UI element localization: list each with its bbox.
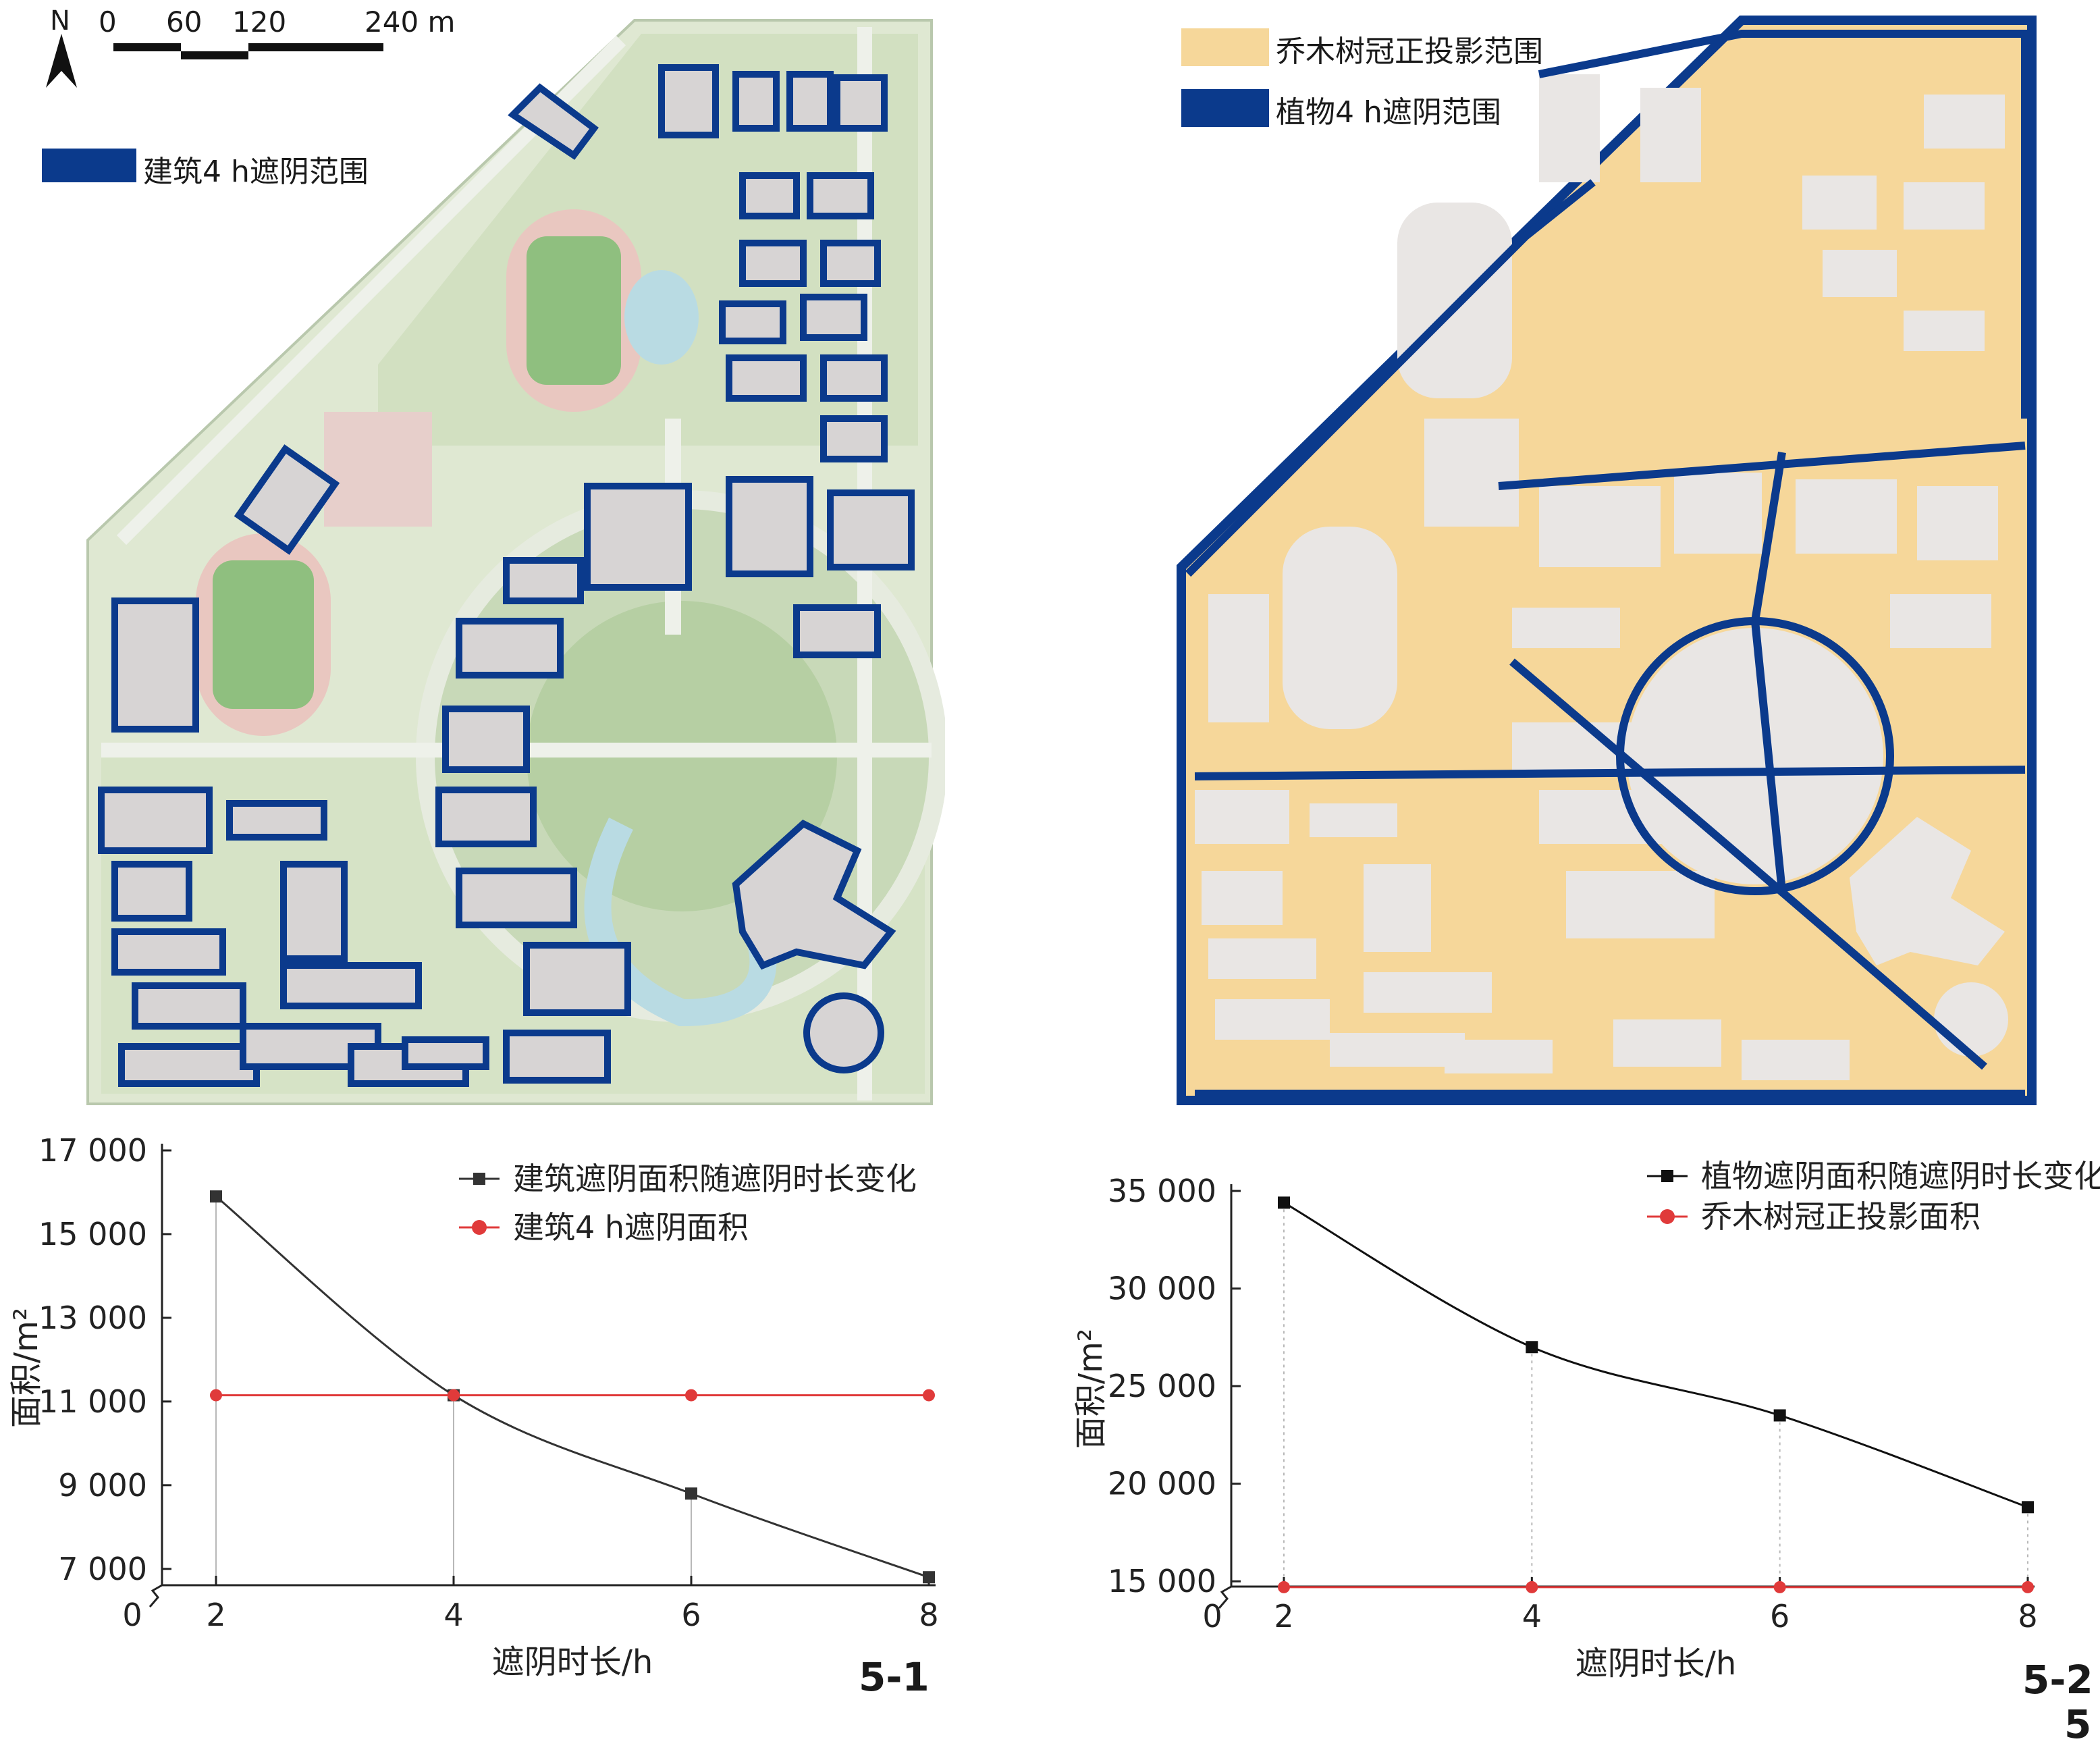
x-tick-label: 6 <box>1770 1598 1789 1635</box>
data-point-marker <box>685 1487 697 1500</box>
right-site-map-drawing <box>1177 16 2037 1105</box>
legend-label-canopy: 乔木树冠正投影范围 <box>1276 34 1543 69</box>
vegetation-shade-chart: 35 000 30 000 25 000 20 000 15 000 2 4 6 8 0 遮阴时长/… <box>1072 1158 2100 1682</box>
data-point-marker <box>1526 1341 1538 1354</box>
legend-marker <box>472 1220 487 1235</box>
data-point-marker <box>448 1389 460 1402</box>
legend-label: 建筑遮阴面积随遮阴时长变化 <box>513 1161 917 1197</box>
data-point-marker <box>1526 1580 1538 1593</box>
axis-break-mark <box>149 1584 163 1607</box>
scale-label-60: 60 <box>166 5 203 38</box>
legend-label: 建筑4 h遮阴面积 <box>513 1209 749 1246</box>
data-point-marker <box>210 1190 222 1203</box>
series-line <box>1283 1202 2028 1508</box>
legend-marker <box>1661 1170 1673 1182</box>
legend-marker <box>473 1173 485 1185</box>
y-tick-label: 35 000 <box>1108 1173 1216 1209</box>
y-tick-label: 15 000 <box>38 1216 147 1252</box>
y-tick-label: 20 000 <box>1108 1466 1216 1502</box>
legend-label: 乔木树冠正投影面积 <box>1701 1198 1981 1235</box>
north-arrow-icon <box>46 34 77 88</box>
data-point-marker <box>1773 1409 1786 1422</box>
data-point-marker <box>685 1389 697 1402</box>
x-tick-label: 6 <box>681 1597 701 1633</box>
y-tick-label: 11 000 <box>38 1383 147 1420</box>
left-site-map-drawing <box>86 19 948 1105</box>
legend-swatch-canopy <box>1181 28 1269 66</box>
scale-bar <box>113 43 383 59</box>
figure-label-right: 5-2 <box>2022 1657 2093 1703</box>
x-origin-label: 0 <box>122 1597 142 1633</box>
y-tick-label: 17 000 <box>38 1132 147 1169</box>
legend-label-vegetation-shade: 植物4 h遮阴范围 <box>1276 95 1501 130</box>
north-label: N <box>50 5 70 36</box>
x-tick-label: 2 <box>1274 1598 1293 1635</box>
x-tick-label: 8 <box>2018 1598 2037 1635</box>
y-tick-label: 7 000 <box>58 1551 147 1587</box>
data-point-marker <box>1278 1196 1290 1209</box>
left-site-map: N 0 60 120 240 m 建筑4 h遮阴范围 <box>41 5 948 1107</box>
data-point-marker <box>1773 1580 1786 1593</box>
x-tick-label: 8 <box>919 1597 938 1633</box>
right-site-map: 乔木树冠正投影范围 植物4 h遮阴范围 <box>1175 14 2052 1107</box>
y-tick-label: 25 000 <box>1108 1368 1216 1404</box>
non-canopy-areas <box>1195 74 2008 1080</box>
data-point-marker <box>923 1389 935 1402</box>
x-axis-label: 遮阴时长/h <box>492 1643 653 1681</box>
data-point-marker <box>210 1389 222 1402</box>
x-tick-label: 2 <box>206 1597 225 1633</box>
scale-label-120: 120 <box>232 5 287 38</box>
y-tick-label: 15 000 <box>1108 1563 1216 1599</box>
axis-break-mark <box>1218 1585 1232 1609</box>
x-tick-label: 4 <box>443 1597 463 1633</box>
legend-swatch-building-shade <box>42 149 136 182</box>
x-origin-label: 0 <box>1202 1598 1222 1635</box>
figure-label-right-extra: 5 <box>2064 1701 2092 1747</box>
y-tick-label: 13 000 <box>38 1300 147 1336</box>
sports-field <box>527 236 621 385</box>
data-point-marker <box>1278 1580 1290 1593</box>
pond <box>624 270 699 365</box>
tennis-courts <box>324 412 432 527</box>
buildings-with-shade <box>98 64 915 1087</box>
figure-label-left: 5-1 <box>859 1654 930 1700</box>
series-line <box>215 1196 930 1578</box>
vegetation-shade <box>1185 30 2029 1098</box>
x-axis-label: 遮阴时长/h <box>1576 1645 1737 1682</box>
y-tick-label: 30 000 <box>1108 1271 1216 1307</box>
data-point-marker <box>923 1571 935 1584</box>
y-tick-label: 9 000 <box>58 1467 147 1504</box>
x-tick-label: 4 <box>1522 1598 1542 1635</box>
legend-swatch-vegetation-shade <box>1181 89 1269 127</box>
legend-label-building-shade: 建筑4 h遮阴范围 <box>143 155 369 189</box>
sports-field <box>213 560 314 709</box>
building-shade-chart: 17 000 15 000 13 000 11 000 9 000 7 000 2 4 6 8 0 遮… <box>7 1132 939 1681</box>
legend-label: 植物遮阴面积随遮阴时长变化 <box>1701 1158 2100 1194</box>
data-point-marker <box>2022 1580 2034 1593</box>
data-point-marker <box>2022 1501 2034 1514</box>
legend-marker <box>1660 1209 1675 1224</box>
y-axis-label: 面积/m² <box>1072 1329 1110 1449</box>
scale-label-240m: 240 m <box>365 5 456 38</box>
y-axis-label: 面积/m² <box>7 1308 45 1428</box>
scale-label-0: 0 <box>99 5 117 38</box>
